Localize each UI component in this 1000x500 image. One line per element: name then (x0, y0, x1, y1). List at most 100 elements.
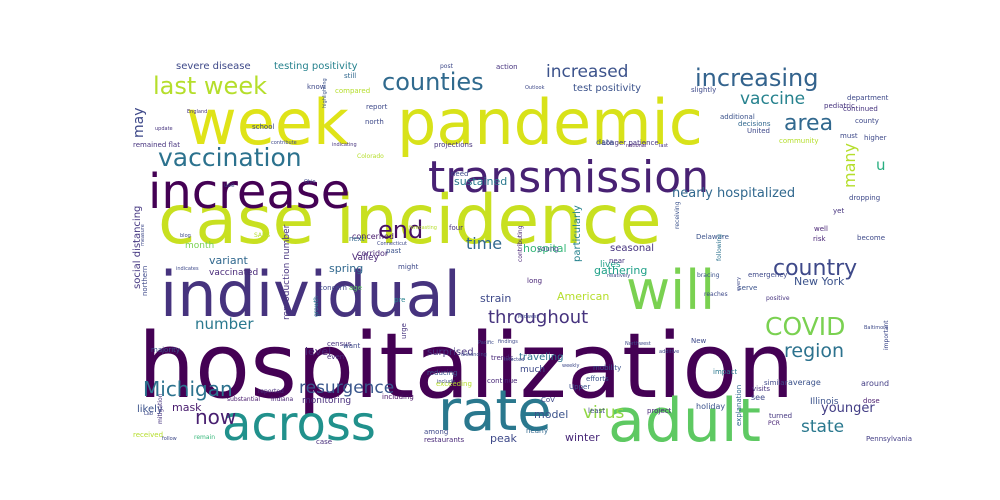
word-use: use (224, 182, 235, 189)
word-increase: increase (148, 164, 350, 220)
word-now: now (195, 405, 236, 429)
word-indicating: indicating (332, 142, 357, 148)
word-end: end (378, 216, 423, 244)
word-contributing: contributing (517, 225, 524, 262)
word-longer-patience: Longer patience (602, 139, 659, 147)
word-want: want (343, 342, 360, 350)
word-last: last (659, 143, 668, 149)
word-dose: dose (863, 397, 880, 405)
word-project: project (647, 407, 672, 415)
word-northern: northern (141, 266, 149, 296)
word-strain: strain (480, 292, 511, 305)
word-indiana: Indiana (271, 396, 294, 403)
word-long: long (527, 277, 542, 285)
word-cov: CoV (541, 396, 555, 404)
word-pediatric: pediatric (824, 102, 855, 110)
word-case: case (316, 438, 332, 446)
word-concern: concern (319, 284, 347, 292)
word-individual: individual (160, 258, 461, 331)
word-might: might (398, 263, 419, 271)
word-remained-flat: remained flat (133, 141, 180, 149)
word-explanation: explanation (735, 385, 743, 426)
word-additive: additive (659, 349, 679, 355)
word-sustained: sustained (454, 175, 507, 188)
word-around: around (861, 379, 889, 388)
word-state: state (801, 417, 844, 437)
word-hospitalization: hospitalization (138, 314, 794, 419)
word-traveling: traveling (519, 352, 563, 363)
word-concerned: concerned (352, 232, 394, 241)
word-data: data (596, 138, 614, 147)
word-rate: rate (438, 379, 552, 444)
word-slightly: slightly (691, 86, 716, 94)
word-testing-positivity: testing positivity (274, 61, 358, 72)
word-level: level (305, 345, 331, 358)
word-relatively: relatively (607, 273, 630, 279)
word-many: many (840, 143, 859, 188)
word-vaccinated: vaccinated (209, 268, 258, 278)
word-even: even (327, 353, 344, 361)
word-age: age (349, 284, 362, 292)
word-midwest: Midwest (518, 314, 539, 320)
word-higher: higher (864, 134, 887, 142)
word-much: much (520, 365, 545, 375)
word-weekly: weekly (562, 363, 580, 369)
word-corridor: corridor (357, 249, 389, 258)
word-indicates: indicates (176, 266, 199, 272)
word-young: young (537, 245, 559, 253)
word-may: may (131, 107, 147, 138)
word-urge: urge (400, 323, 408, 339)
word-variant: variant (209, 254, 249, 267)
word-nearly: nearly (526, 427, 548, 435)
word-trends: trends (491, 354, 514, 362)
word-england: England (187, 109, 207, 115)
word-case-incidence: case incidence (158, 181, 662, 260)
word-continued: continued (843, 105, 878, 113)
word-similar: similar (764, 379, 788, 387)
word-among: among (424, 428, 448, 436)
word-bracing: bracing (697, 272, 720, 279)
word-gathering: gathering (594, 264, 647, 277)
word-new: New (691, 337, 707, 345)
word-including: including (382, 393, 414, 401)
word-distancing: distancing (461, 352, 487, 358)
word-resurgence: resurgence (299, 378, 394, 398)
word-important: important (883, 320, 890, 350)
word-illinois: Illinois (810, 397, 839, 407)
word-peak: peak (490, 432, 517, 445)
word-valley: Valley (352, 253, 380, 263)
word-across: across (222, 396, 376, 452)
word-department: department (847, 94, 889, 102)
word-seasonal: seasonal (610, 243, 654, 254)
word-mask: mask (172, 401, 202, 414)
word-near: near (609, 257, 625, 265)
word-spring: spring (329, 262, 363, 275)
word-include: include (437, 379, 455, 385)
word-know: know (307, 83, 326, 91)
word-lab: Lab (144, 411, 153, 417)
word-blog: blog (180, 233, 191, 239)
word-projections: projections (434, 141, 473, 149)
word-connecticut: Connecticut (377, 241, 407, 247)
word-american: American (557, 290, 609, 303)
word-past: past (386, 247, 401, 255)
word-counties: counties (382, 68, 484, 96)
word-receiving: receiving (674, 201, 681, 229)
word-efforts: efforts (586, 375, 609, 383)
word-upper: Upper (569, 383, 590, 391)
word-u: u (876, 156, 886, 174)
word-substantial: substantial (227, 396, 260, 403)
word-reducing: reducing (427, 369, 458, 377)
word-reproduction-number: reproduction number (282, 224, 292, 320)
word-number: number (195, 315, 254, 333)
word-community: community (779, 137, 818, 145)
word-model: model (534, 408, 568, 421)
word-census: census (327, 340, 352, 348)
word-update: update (155, 126, 173, 132)
word-last-week: last week (153, 72, 267, 100)
word-month: month (185, 241, 214, 251)
word-follow: follow (162, 436, 177, 442)
word-risk: risk (813, 235, 826, 243)
